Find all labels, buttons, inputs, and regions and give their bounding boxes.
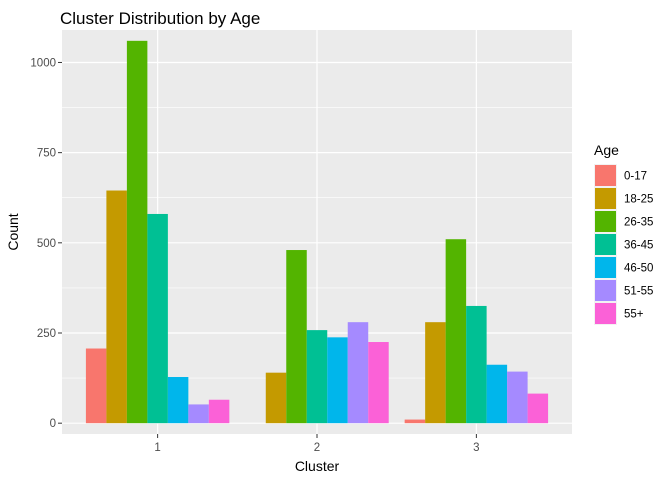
legend-swatch xyxy=(595,234,616,255)
legend-swatch xyxy=(595,280,616,301)
legend-title: Age xyxy=(594,142,619,158)
y-axis-title: Count xyxy=(5,213,21,250)
bar-55+-cluster-1 xyxy=(208,399,230,424)
legend-label: 36-45 xyxy=(624,240,653,252)
y-tick-label: 0 xyxy=(50,418,56,430)
legend: Age 0-17 18-25 26-35 36-45 46-50 51-55 55+ xyxy=(594,142,653,325)
bar-55+-cluster-3 xyxy=(527,393,549,424)
bar-18-25-cluster-2 xyxy=(265,372,287,424)
legend-label: 0-17 xyxy=(624,171,647,183)
chart-title: Cluster Distribution by Age xyxy=(60,9,260,28)
bar-36-45-cluster-3 xyxy=(466,305,487,424)
bar-18-25-cluster-1 xyxy=(106,190,127,424)
bar-46-50-cluster-1 xyxy=(167,377,189,424)
y-axis: 0 250 500 750 1000 xyxy=(30,57,62,430)
legend-swatch xyxy=(595,188,616,209)
y-tick-label: 500 xyxy=(37,238,56,250)
legend-label: 18-25 xyxy=(624,194,653,206)
bar-0-17-cluster-1 xyxy=(85,348,107,424)
legend-label: 46-50 xyxy=(624,263,653,275)
y-tick-label: 750 xyxy=(37,148,56,160)
bar-0-17-cluster-3 xyxy=(404,419,426,424)
x-tick-label: 1 xyxy=(154,442,160,454)
bar-51-55-cluster-2 xyxy=(347,322,369,424)
legend-label: 26-35 xyxy=(624,217,653,229)
bar-36-45-cluster-1 xyxy=(147,213,168,424)
bar-51-55-cluster-3 xyxy=(507,371,528,424)
legend-swatch xyxy=(595,165,616,186)
bar-36-45-cluster-2 xyxy=(306,330,328,424)
x-tick-label: 2 xyxy=(314,442,320,454)
x-axis-title: Cluster xyxy=(295,458,340,474)
bars xyxy=(85,40,549,424)
bar-46-50-cluster-2 xyxy=(327,337,348,424)
legend-label: 51-55 xyxy=(624,286,653,298)
bar-51-55-cluster-1 xyxy=(188,404,209,424)
legend-label: 55+ xyxy=(624,309,644,321)
x-axis: 1 2 3 xyxy=(154,434,480,454)
legend-swatch xyxy=(595,257,616,278)
bar-26-35-cluster-3 xyxy=(445,239,467,424)
x-tick-label: 3 xyxy=(473,442,479,454)
bar-55+-cluster-2 xyxy=(368,342,389,424)
bar-18-25-cluster-3 xyxy=(425,322,446,424)
legend-swatch xyxy=(595,211,616,232)
y-tick-label: 1000 xyxy=(30,57,56,69)
y-tick-label: 250 xyxy=(37,328,56,340)
bar-46-50-cluster-3 xyxy=(486,364,508,424)
bar-26-35-cluster-1 xyxy=(126,40,148,424)
legend-swatch xyxy=(595,303,616,324)
bar-26-35-cluster-2 xyxy=(286,250,307,424)
